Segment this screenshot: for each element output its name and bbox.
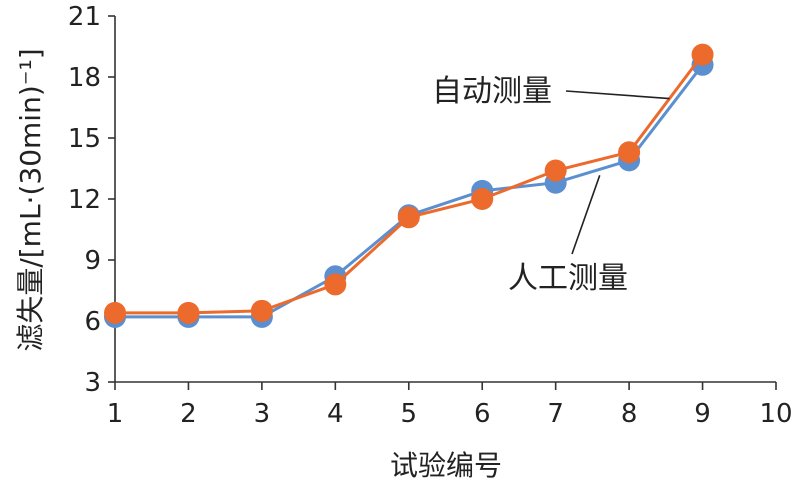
series-layer [104,43,714,328]
data-point [471,188,494,210]
y-tick-label: 18 [68,63,101,93]
data-point [544,159,567,182]
x-tick-label: 8 [621,399,638,429]
data-point [618,141,641,164]
data-point [104,301,126,324]
y-tick-label: 21 [68,2,101,32]
x-tick-label: 5 [401,399,418,429]
x-axis-title: 试验编号 [390,449,502,482]
series-label-manual: 人工测量 [508,261,628,296]
y-tick-label: 12 [68,185,101,215]
data-point [177,301,200,324]
x-tick-label: 1 [107,399,124,429]
y-tick-label: 6 [84,307,101,337]
x-tick-label: 6 [474,399,491,429]
data-point [250,299,273,322]
x-tick-label: 3 [254,399,271,429]
y-tick-label: 3 [84,368,101,398]
x-tick-label: 7 [547,399,564,429]
series-2 [104,43,714,324]
y-tick-label: 9 [84,246,101,276]
leader-line-manual [571,175,601,255]
x-tick-label: 9 [694,399,711,429]
x-tick-label: 2 [180,399,197,429]
y-axis-title: 滤失量/[mL·(30min)⁻¹] [14,48,47,351]
leader-line-auto [565,90,670,100]
data-point [324,273,347,296]
x-tick-label: 4 [327,399,344,429]
y-tick-label: 15 [68,124,101,154]
x-tick-label: 10 [759,399,792,429]
data-point [397,206,420,229]
series-label-auto: 自动测量 [432,74,552,109]
data-point [691,43,714,66]
